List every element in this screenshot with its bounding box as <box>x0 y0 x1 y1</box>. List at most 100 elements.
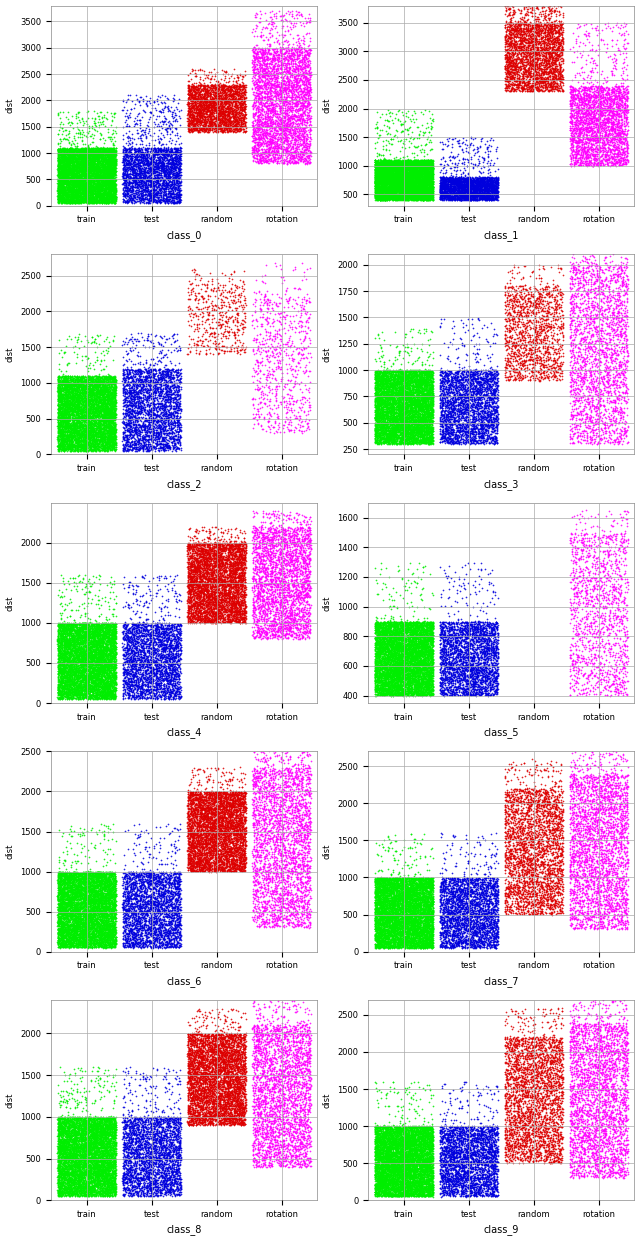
Point <box>468 383 479 403</box>
Point <box>77 410 88 429</box>
Point <box>379 1164 389 1184</box>
Point <box>620 588 630 608</box>
Point <box>55 1139 65 1159</box>
Point <box>492 624 502 644</box>
Point <box>106 161 116 181</box>
Point <box>60 886 70 906</box>
Point <box>451 1140 461 1160</box>
Point <box>282 71 292 91</box>
Point <box>106 423 116 443</box>
Point <box>268 1061 278 1081</box>
Point <box>506 346 516 366</box>
Point <box>508 880 518 900</box>
Point <box>249 822 259 841</box>
Point <box>224 794 234 814</box>
Point <box>84 900 95 920</box>
Point <box>460 898 470 918</box>
Point <box>452 933 462 953</box>
Point <box>88 1127 98 1147</box>
Point <box>417 175 428 195</box>
Point <box>223 840 234 860</box>
Point <box>467 369 477 388</box>
Point <box>393 660 403 680</box>
Point <box>107 927 117 947</box>
Point <box>80 191 90 211</box>
Point <box>414 397 424 417</box>
Point <box>125 920 136 939</box>
Point <box>384 1128 394 1148</box>
Point <box>218 834 228 854</box>
Point <box>239 1100 249 1119</box>
Point <box>297 1031 307 1051</box>
Point <box>86 186 97 206</box>
Point <box>411 421 421 441</box>
Point <box>73 174 83 194</box>
Point <box>234 1114 244 1134</box>
Point <box>196 824 206 844</box>
Point <box>95 923 106 943</box>
Point <box>535 1143 545 1163</box>
Point <box>84 674 94 694</box>
Point <box>131 171 141 191</box>
Point <box>59 654 69 674</box>
Point <box>488 674 499 694</box>
Point <box>404 1127 415 1147</box>
Point <box>60 1167 70 1186</box>
Point <box>108 614 118 634</box>
Point <box>102 1133 112 1153</box>
Point <box>173 155 183 175</box>
Point <box>92 660 102 680</box>
Point <box>580 347 591 367</box>
Point <box>416 927 426 947</box>
Point <box>203 607 213 627</box>
Point <box>550 1044 560 1064</box>
Point <box>396 1143 406 1163</box>
Point <box>410 915 420 934</box>
Point <box>500 47 511 67</box>
Point <box>388 678 398 697</box>
Point <box>369 618 380 638</box>
Point <box>529 66 539 86</box>
Point <box>604 619 614 639</box>
Point <box>577 1152 587 1172</box>
Point <box>101 645 111 665</box>
Point <box>204 609 214 629</box>
Point <box>74 1118 84 1138</box>
Point <box>387 640 397 660</box>
Point <box>80 1132 90 1152</box>
Point <box>101 143 111 163</box>
Point <box>205 562 216 582</box>
Point <box>387 659 397 679</box>
Point <box>61 1147 72 1167</box>
Point <box>296 768 306 788</box>
Point <box>466 179 476 199</box>
Point <box>280 858 290 877</box>
Point <box>550 73 560 93</box>
Point <box>292 616 302 635</box>
Point <box>65 405 76 424</box>
Point <box>463 1124 473 1144</box>
Point <box>172 140 182 160</box>
Point <box>293 1087 303 1107</box>
Point <box>63 634 73 654</box>
Point <box>57 174 67 194</box>
Point <box>512 818 522 838</box>
Point <box>110 632 120 652</box>
Point <box>376 640 386 660</box>
Point <box>396 675 406 695</box>
Point <box>487 917 497 937</box>
Point <box>100 628 111 648</box>
Point <box>371 630 381 650</box>
Point <box>259 869 269 889</box>
Point <box>410 633 420 653</box>
Point <box>385 1162 395 1181</box>
Point <box>82 896 92 916</box>
Point <box>303 1150 313 1170</box>
Point <box>389 1145 399 1165</box>
Point <box>175 391 186 411</box>
Point <box>91 439 101 459</box>
Point <box>207 800 218 820</box>
Point <box>611 1127 621 1147</box>
Point <box>72 393 82 413</box>
Point <box>374 1133 384 1153</box>
